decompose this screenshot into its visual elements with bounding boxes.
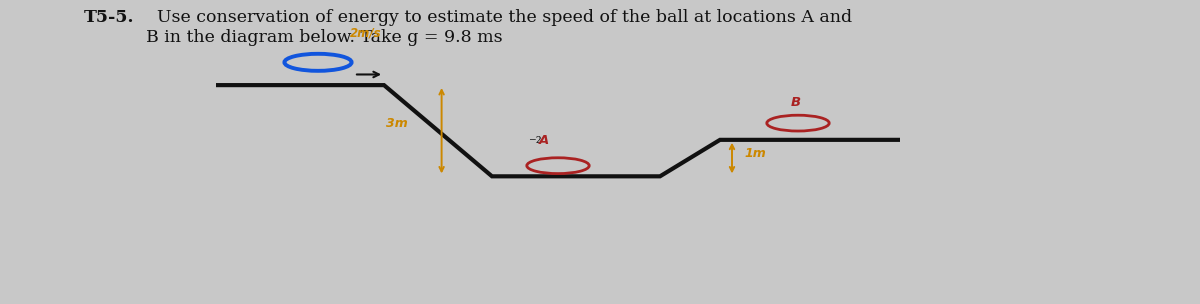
Text: A: A	[539, 133, 548, 147]
Text: 3m: 3m	[386, 117, 408, 130]
Text: 2m/s: 2m/s	[350, 26, 382, 40]
Text: Use conservation of energy to estimate the speed of the ball at locations A and
: Use conservation of energy to estimate t…	[146, 9, 852, 46]
Text: 1m: 1m	[744, 147, 766, 160]
Text: T5-5.: T5-5.	[84, 9, 134, 26]
Text: B: B	[791, 96, 800, 109]
Text: ⁻²: ⁻²	[528, 137, 541, 151]
